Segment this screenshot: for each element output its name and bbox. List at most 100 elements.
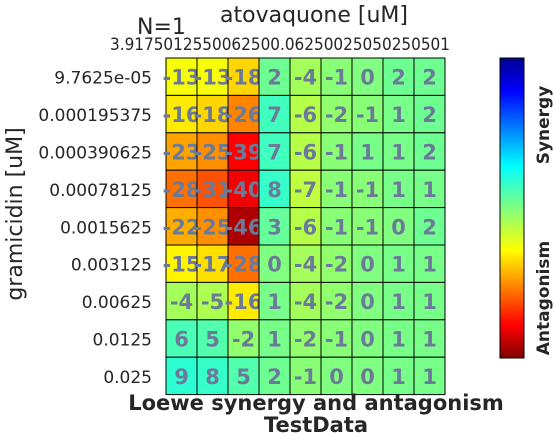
heatmap-cell: [320, 132, 353, 171]
cell-value-label: -26: [225, 103, 263, 127]
cell-value-label: 1: [422, 328, 437, 352]
cell-value-label: 1: [422, 253, 437, 277]
cell-value-label: 1: [391, 141, 406, 165]
cell-value-label: 7: [267, 103, 282, 127]
cell-value-label: -2: [325, 253, 348, 277]
cell-value-label: -46: [225, 215, 263, 239]
heatmap-cell: [227, 207, 260, 246]
heatmap-cell: [227, 281, 260, 321]
cell-value-label: 0: [329, 365, 344, 389]
cell-value-label: -28: [225, 253, 263, 277]
heatmap-cell: [382, 132, 415, 171]
heatmap-cell: [258, 319, 291, 358]
cell-value-label: -1: [356, 103, 379, 127]
cell-value-label: -4: [170, 290, 193, 314]
cell-value-label: 1: [267, 290, 282, 314]
cell-value-label: -31: [194, 178, 232, 202]
cell-value-label: -1: [325, 328, 348, 352]
y-tick-label: 0.00625: [82, 293, 152, 313]
cell-value-label: -6: [294, 103, 317, 127]
cell-value-label: -2: [232, 328, 255, 352]
cell-value-label: 5: [236, 365, 251, 389]
cell-value-label: 1: [422, 365, 437, 389]
heatmap-cell: [413, 319, 446, 358]
heatmap-cell: [165, 244, 198, 283]
heatmap-cell: [227, 169, 260, 209]
cell-value-label: 2: [267, 66, 282, 90]
cell-value-label: -16: [225, 290, 263, 314]
cell-value-label: -13: [163, 66, 201, 90]
y-tick-label: 0.003125: [71, 256, 152, 276]
heatmap-cell: [258, 169, 291, 209]
cell-value-label: -4: [294, 290, 317, 314]
heatmap-cell: [289, 356, 322, 396]
y-tick-label: 0.0125: [93, 331, 152, 351]
x-axis-label: atovaquone [uM]: [220, 3, 408, 28]
cell-value-label: 0: [360, 328, 375, 352]
cell-value-label: 3: [267, 215, 282, 239]
heatmap-cell: [289, 94, 322, 134]
heatmap-cell: [413, 57, 446, 96]
heatmap-cell: [165, 356, 198, 396]
cell-value-label: 0: [267, 253, 282, 277]
y-tick-label: 0.000195375: [38, 106, 152, 126]
heatmap-cell: [258, 132, 291, 171]
cell-value-label: -1: [325, 141, 348, 165]
y-tick-labels: 9.7625e-05 0.000195375 0.000390625 0.000781…: [38, 69, 152, 388]
cell-value-label: 1: [422, 178, 437, 202]
heatmap-cell: [289, 244, 322, 283]
colorbar-antagonism-label: Antagonism: [534, 241, 554, 355]
cell-value-label: -25: [194, 215, 232, 239]
heatmap-cell: [227, 356, 260, 396]
cell-value-label: 1: [391, 253, 406, 277]
heatmap-cell: [413, 356, 446, 396]
colorbar-synergy-label: Synergy: [534, 86, 554, 165]
heatmap-cell: [165, 57, 198, 96]
y-tick-label: 0.000390625: [38, 144, 152, 164]
heatmap-cell: [413, 169, 446, 209]
cell-value-label: 1: [391, 290, 406, 314]
cell-value-label: -6: [294, 141, 317, 165]
cell-value-label: 2: [422, 141, 437, 165]
heatmap-cell: [351, 207, 384, 246]
cell-value-label: -2: [294, 328, 317, 352]
cell-value-label: 1: [391, 103, 406, 127]
heatmap-cell: [289, 169, 322, 209]
cell-value-label: -1: [325, 178, 348, 202]
heatmap-cell: [289, 132, 322, 171]
cell-value-label: 1: [391, 328, 406, 352]
cell-value-label: -4: [294, 253, 317, 277]
cell-value-label: -25: [194, 141, 232, 165]
heatmap-cell: [382, 94, 415, 134]
cell-value-label: 5: [205, 328, 220, 352]
cell-value-label: 8: [205, 365, 220, 389]
cell-value-label: 6: [174, 328, 189, 352]
heatmap-cell: [413, 207, 446, 246]
cell-value-label: 9: [174, 365, 189, 389]
cell-value-label: -7: [294, 178, 317, 202]
cell-value-label: 7: [267, 141, 282, 165]
heatmap-cell: [227, 319, 260, 358]
heatmap-cell: [196, 244, 229, 283]
cell-value-label: -13: [194, 66, 232, 90]
cell-value-label: -2: [325, 103, 348, 127]
cell-value-label: 1: [267, 328, 282, 352]
cell-value-label: -1: [325, 215, 348, 239]
cell-value-label: 1: [360, 141, 375, 165]
heatmap-cell: [289, 319, 322, 358]
heatmap-cell: [413, 281, 446, 321]
heatmap-cell: [413, 94, 446, 134]
cell-value-label: 1: [391, 365, 406, 389]
heatmap-cell: [165, 132, 198, 171]
cell-value-label: -6: [294, 215, 317, 239]
cell-value-label: 1: [391, 178, 406, 202]
cell-value-label: -5: [201, 290, 224, 314]
cell-value-label: 0: [391, 215, 406, 239]
cell-value-label: 2: [422, 66, 437, 90]
cell-value-label: -1: [294, 365, 317, 389]
cell-value-label: -1: [356, 178, 379, 202]
colorbar: [499, 57, 525, 359]
cell-value-label: -40: [225, 178, 263, 202]
heatmap-cell: [227, 94, 260, 134]
